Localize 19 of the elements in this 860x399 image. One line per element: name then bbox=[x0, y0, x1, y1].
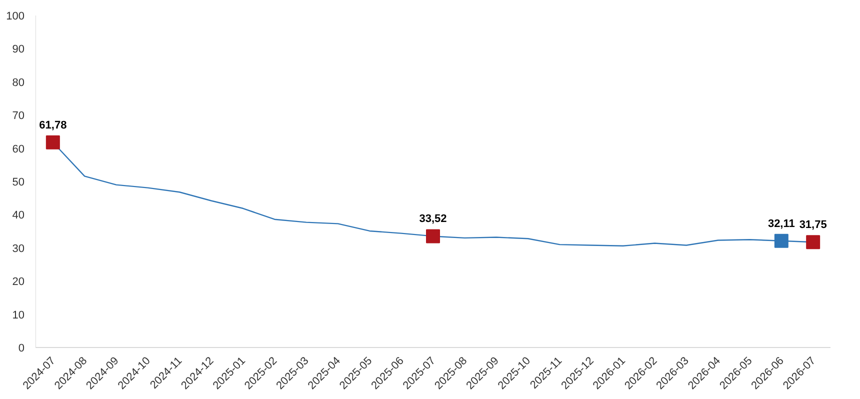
data-label: 33,52 bbox=[419, 213, 447, 226]
y-tick-label: 90 bbox=[12, 44, 25, 56]
y-tick-label: 40 bbox=[12, 210, 25, 222]
y-tick-label: 60 bbox=[12, 143, 25, 156]
y-tick-label: 0 bbox=[18, 342, 25, 354]
data-label: 61,78 bbox=[39, 119, 67, 132]
y-tick-label: 20 bbox=[12, 276, 25, 288]
data-label: 31,75 bbox=[799, 219, 827, 232]
point bbox=[774, 234, 788, 248]
point bbox=[806, 235, 820, 250]
point bbox=[426, 229, 440, 244]
data-label: 32,11 bbox=[768, 218, 795, 230]
y-tick-label: 80 bbox=[12, 76, 25, 89]
y-tick-label: 50 bbox=[12, 176, 25, 188]
y-tick-label: 10 bbox=[12, 309, 25, 322]
y-tick-label: 30 bbox=[12, 242, 25, 255]
point bbox=[46, 135, 60, 150]
y-tick-label: 70 bbox=[12, 110, 25, 122]
y-tick-label: 100 bbox=[6, 10, 25, 22]
